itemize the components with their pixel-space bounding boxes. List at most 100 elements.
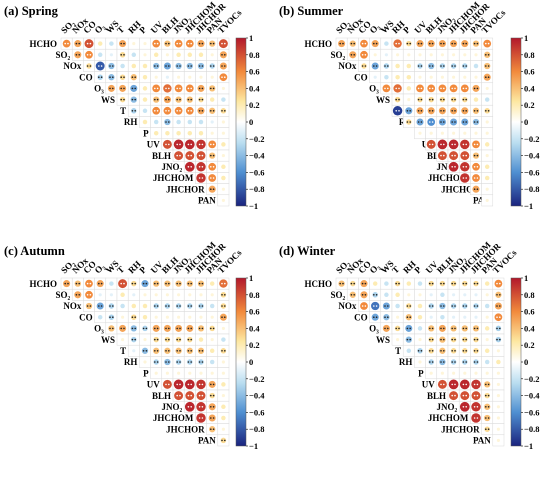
significance-dot <box>179 110 181 112</box>
correlation-circle <box>210 293 214 297</box>
significance-dot <box>120 54 122 56</box>
significance-dot <box>417 98 420 101</box>
correlation-circle <box>196 139 206 150</box>
correlation-circle <box>371 62 379 70</box>
correlation-circle <box>459 379 470 390</box>
significance-dot <box>431 361 434 363</box>
significance-dot <box>462 121 465 123</box>
correlation-circle <box>118 279 128 289</box>
correlation-circle <box>462 63 468 69</box>
significance-dot <box>454 166 456 168</box>
correlation-circle <box>416 40 424 48</box>
colorbar-tick-label: 0.6 <box>249 307 260 317</box>
significance-dot <box>473 361 476 363</box>
significance-dot <box>142 327 145 330</box>
significance-dot <box>431 65 434 67</box>
correlation-circle <box>416 107 424 115</box>
correlation-circle <box>209 325 215 332</box>
correlation-circle <box>185 39 194 48</box>
correlation-circle <box>382 324 390 332</box>
significance-dot <box>454 394 456 397</box>
correlation-circle <box>485 120 489 124</box>
significance-dot <box>221 54 223 56</box>
significance-dot <box>417 110 420 112</box>
correlation-circle <box>360 291 368 299</box>
correlation-circle <box>96 302 104 310</box>
significance-dot <box>476 338 479 341</box>
correlation-circle <box>97 314 103 320</box>
correlation-circle <box>210 75 214 79</box>
correlation-circle <box>74 40 82 48</box>
significance-dot <box>406 305 409 307</box>
significance-dot <box>429 350 431 352</box>
correlation-circle <box>384 53 388 57</box>
significance-dot <box>179 87 181 90</box>
significance-dot <box>375 42 378 45</box>
correlation-circle <box>494 302 502 310</box>
correlation-circle <box>372 292 378 298</box>
correlation-circle <box>152 39 161 48</box>
correlation-circle <box>62 39 71 48</box>
correlation-circle <box>177 371 181 375</box>
colorbar-tick-label: 1 <box>524 273 528 283</box>
significance-dot <box>89 294 92 296</box>
correlation-circle <box>474 315 478 319</box>
correlation-circle <box>152 84 161 93</box>
correlation-circle <box>221 337 226 342</box>
correlation-circle <box>174 151 184 161</box>
significance-dot <box>142 282 145 285</box>
correlation-circle <box>484 426 490 432</box>
correlation-circle <box>428 280 434 287</box>
correlation-circle <box>121 338 125 342</box>
significance-dot <box>67 282 69 285</box>
significance-dot <box>154 110 156 112</box>
significance-dot <box>440 327 442 330</box>
significance-dot <box>473 143 476 146</box>
significance-dot <box>190 154 192 157</box>
correlation-circle <box>484 359 490 365</box>
correlation-circle <box>473 336 479 343</box>
significance-dot <box>89 54 92 56</box>
significance-dot <box>420 121 423 123</box>
significance-dot <box>179 383 181 386</box>
correlation-circle <box>198 303 204 309</box>
significance-dot <box>406 338 409 341</box>
significance-dot <box>443 305 445 307</box>
correlation-circle <box>484 97 490 102</box>
significance-dot <box>123 76 125 78</box>
correlation-circle <box>187 119 193 125</box>
correlation-circle <box>208 185 216 193</box>
correlation-circle <box>438 118 446 126</box>
correlation-circle <box>130 74 137 81</box>
colorbar-tick-label: −0.6 <box>524 407 539 417</box>
colorbar-tick-label: 0.8 <box>249 290 260 300</box>
correlation-circle <box>396 315 400 319</box>
correlation-circle <box>496 405 500 409</box>
significance-dot <box>131 327 134 330</box>
significance-dot <box>224 350 226 352</box>
significance-dot <box>198 282 201 285</box>
significance-dot <box>201 154 204 157</box>
significance-dot <box>187 65 190 67</box>
significance-dot <box>154 98 156 101</box>
colorbar-tick-label: 0.6 <box>524 67 535 77</box>
significance-dot <box>485 42 487 45</box>
correlation-circle <box>437 139 448 150</box>
correlation-circle <box>121 315 125 319</box>
correlation-circle <box>174 106 183 115</box>
significance-dot <box>375 316 378 318</box>
correlation-circle <box>85 290 93 299</box>
correlation-circle <box>449 391 459 401</box>
significance-dot <box>198 177 201 179</box>
significance-dot <box>451 166 453 168</box>
significance-dot <box>487 383 490 386</box>
row-label: JHCHOM <box>428 413 469 423</box>
correlation-circle <box>338 280 345 287</box>
significance-dot <box>342 282 344 285</box>
significance-dot <box>350 294 353 296</box>
significance-dot <box>476 87 479 90</box>
significance-dot <box>212 87 215 90</box>
row-label: SO₂ <box>330 290 345 300</box>
correlation-circle <box>184 139 195 150</box>
significance-dot <box>384 65 386 67</box>
